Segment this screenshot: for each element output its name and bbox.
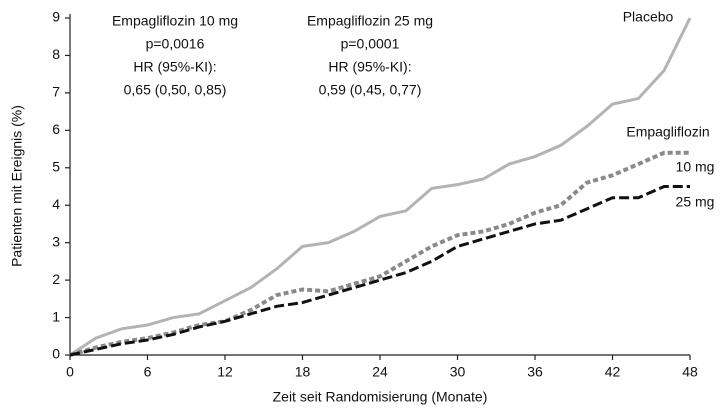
y-tick-label: 0 bbox=[52, 346, 60, 362]
y-tick-label: 9 bbox=[52, 9, 60, 25]
y-axis-label: Patienten mit Ereignis (%) bbox=[9, 105, 25, 267]
annotation: Empagliflozin 25 mg bbox=[307, 13, 433, 29]
x-tick-label: 48 bbox=[682, 364, 698, 380]
series-line bbox=[69, 17, 692, 357]
x-tick-label: 18 bbox=[295, 364, 311, 380]
y-tick-label: 3 bbox=[52, 233, 60, 249]
series-label: Placebo bbox=[623, 9, 674, 25]
annotation: Empagliflozin 10 mg bbox=[112, 13, 238, 29]
y-tick-label: 6 bbox=[52, 121, 60, 137]
annotation: HR (95%-KI): bbox=[133, 59, 216, 75]
annotation: p=0,0001 bbox=[341, 36, 400, 52]
series-line bbox=[69, 150, 690, 357]
x-tick-label: 24 bbox=[372, 364, 388, 380]
x-tick-label: 12 bbox=[217, 364, 233, 380]
x-tick-label: 36 bbox=[527, 364, 543, 380]
y-tick-label: 4 bbox=[52, 196, 60, 212]
annotation: HR (95%-KI): bbox=[328, 59, 411, 75]
y-tick-label: 8 bbox=[52, 46, 60, 62]
x-tick-label: 42 bbox=[605, 364, 621, 380]
annotation: 0,65 (0,50, 0,85) bbox=[124, 82, 227, 98]
y-tick-label: 7 bbox=[52, 84, 60, 100]
series-label: 10 mg bbox=[676, 159, 715, 175]
y-tick-label: 2 bbox=[52, 271, 60, 287]
x-axis-label: Zeit seit Randomisierung (Monate) bbox=[273, 389, 488, 405]
y-tick-label: 5 bbox=[52, 158, 60, 174]
y-tick-label: 1 bbox=[52, 308, 60, 324]
x-tick-label: 6 bbox=[144, 364, 152, 380]
annotation: p=0,0016 bbox=[146, 36, 205, 52]
x-tick-label: 30 bbox=[450, 364, 466, 380]
x-tick-label: 0 bbox=[66, 364, 74, 380]
series-label: 25 mg bbox=[676, 194, 715, 210]
annotation: 0,59 (0,45, 0,77) bbox=[319, 82, 422, 98]
series-line bbox=[69, 185, 690, 357]
series-group-label: Empagliflozin bbox=[626, 124, 709, 140]
